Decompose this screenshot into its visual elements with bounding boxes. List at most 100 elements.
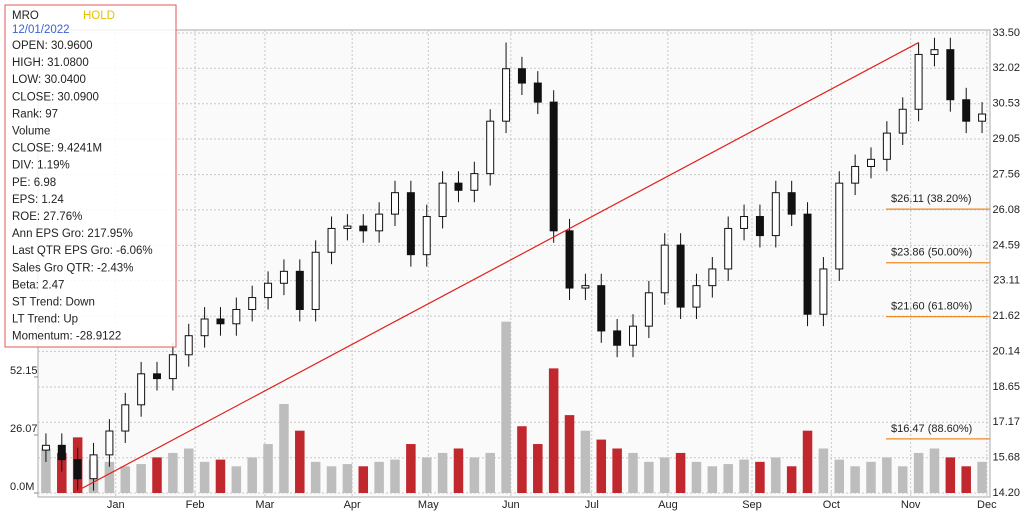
volume-tick-label: 0.0M [10, 481, 34, 493]
info-line: Volume [12, 126, 50, 138]
x-tick-label: Jun [502, 499, 520, 511]
info-line: ROE: 27.76% [12, 211, 82, 223]
candle-body [486, 120, 495, 175]
candle-body [803, 213, 812, 315]
volume-bar [739, 459, 749, 493]
candle-body [375, 213, 384, 232]
candle-body [89, 454, 98, 480]
y-tick-label: 20.14 [992, 345, 1020, 357]
candle-body [57, 444, 66, 461]
trendline [77, 42, 919, 492]
volume-bar [628, 452, 638, 493]
volume-bar [342, 464, 353, 493]
volume-bar [104, 461, 115, 493]
x-tick-label: Oct [823, 499, 840, 511]
volume-bar [850, 466, 860, 493]
volume-bar [644, 461, 654, 493]
info-panel: MRO HOLD 12/01/2022 OPEN: 30.9600 HIGH: 3… [4, 4, 177, 348]
candle-body [168, 354, 177, 380]
candle-body [359, 225, 368, 232]
volume-bar [596, 439, 607, 493]
x-tick-label: Mar [255, 499, 274, 511]
candle-body [295, 270, 304, 310]
candle-body [692, 285, 701, 308]
candle-body [629, 325, 637, 346]
rating: HOLD [83, 10, 115, 22]
volume-bar [279, 403, 289, 493]
retracement-label: $23.86 (50.00%) [891, 247, 972, 259]
candle-body [517, 68, 526, 84]
info-line: CLOSE: 9.4241M [12, 143, 102, 155]
volume-bar [485, 452, 495, 493]
info-line: Sales Gro QTR: -2.43% [12, 262, 133, 274]
x-tick-label: Jul [585, 499, 599, 511]
candle-body [851, 165, 860, 184]
volume-bar [659, 457, 670, 493]
volume-bar [548, 368, 559, 493]
info-line: HIGH: 31.0800 [12, 57, 89, 69]
x-tick-label: Sep [742, 499, 762, 511]
candle-body [882, 132, 891, 160]
volume-bar [469, 457, 480, 493]
candle-body [930, 49, 939, 55]
candle-body [676, 244, 685, 308]
retracement-label: $26.11 (38.20%) [891, 193, 972, 205]
candle-body [248, 297, 257, 310]
volume-bar [501, 321, 511, 493]
x-tick-label: May [418, 499, 439, 511]
candle-body [184, 335, 193, 356]
y-tick-label: 23.11 [993, 275, 1020, 287]
volume-bar [771, 457, 781, 493]
volume-bar [326, 466, 337, 493]
y-tick-label: 24.59 [992, 239, 1020, 251]
candle-body [597, 285, 606, 332]
y-tick-label: 30.53 [992, 98, 1020, 110]
candle-body [771, 192, 780, 237]
x-tick-label: Aug [658, 499, 678, 511]
volume-bar [295, 430, 305, 493]
info-line: EPS: 1.24 [12, 194, 64, 206]
info-line: Beta: 2.47 [12, 279, 64, 291]
volume-bar [183, 448, 194, 493]
x-tick-label: Apr [344, 499, 361, 511]
candle-body [73, 459, 82, 480]
info-line: DIV: 1.19% [12, 160, 70, 172]
symbol: MRO [12, 10, 39, 22]
volume-bar [168, 452, 178, 493]
candle-body [978, 113, 987, 122]
y-tick-label: 26.08 [992, 204, 1020, 216]
candle-body [898, 108, 907, 134]
volume-bar [945, 457, 956, 493]
candle-body [327, 227, 336, 253]
candle-body [311, 251, 320, 310]
volume-bar [215, 459, 226, 493]
volume-bar [374, 461, 384, 493]
volume-bar [913, 452, 924, 493]
volume-bar [247, 457, 257, 493]
candle-body [549, 101, 558, 232]
volume-bar [453, 448, 464, 493]
candle-body [565, 230, 574, 289]
volume-bar [818, 448, 829, 493]
info-box [4, 4, 177, 348]
volume-bar [421, 457, 432, 493]
volume-bar [786, 466, 797, 493]
volume-tick-label: 26.07 [10, 423, 38, 435]
candle-body [755, 216, 764, 237]
candle-body [105, 430, 114, 456]
info-line: PE: 6.98 [12, 177, 56, 189]
volume-bar [675, 452, 686, 493]
volume-bar [707, 466, 718, 493]
volume-bar [691, 461, 702, 493]
x-tick-label: Feb [186, 499, 205, 511]
volume-bar [406, 444, 416, 493]
candle-body [121, 404, 130, 432]
y-tick-label: 17.17 [992, 416, 1020, 428]
candle-body [502, 68, 511, 122]
retracement-label: $21.60 (61.80%) [891, 301, 972, 313]
volume-tick-label: 52.15 [10, 365, 38, 377]
volume-bar [517, 426, 527, 493]
volume-bar [866, 461, 876, 493]
info-line: Ann EPS Gro: 217.95% [12, 228, 133, 240]
